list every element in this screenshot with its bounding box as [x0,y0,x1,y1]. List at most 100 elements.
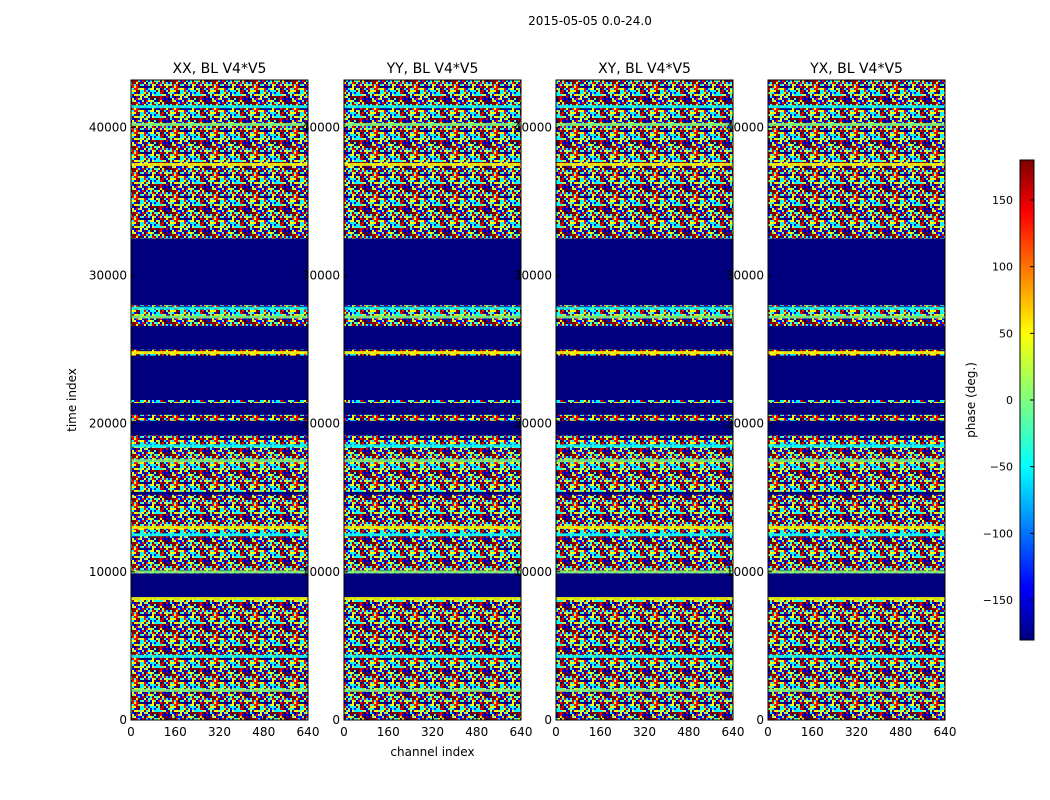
flagged-band [344,402,521,415]
flagged-band [556,402,733,415]
bright-row [768,444,945,448]
bright-row [556,570,733,574]
bright-row [131,533,308,537]
bright-row [768,570,945,574]
y-tick-label: 0 [332,713,340,727]
x-tick-label: 640 [934,725,957,739]
flagged-band [768,325,945,350]
flagged-band [768,573,945,599]
bright-row [556,688,733,692]
y-tick-label: 10000 [302,565,340,579]
bright-row [344,597,521,601]
x-tick-label: 320 [633,725,656,739]
figure-title: 2015-05-05 0.0-24.0 [528,14,652,28]
bright-row [131,315,308,319]
bright-row [768,688,945,692]
flagged-band [131,573,308,599]
flagged-band [344,420,521,436]
bright-row [768,533,945,537]
flagged-band [556,325,733,350]
x-tick-label: 0 [340,725,348,739]
y-tick-label: 0 [756,713,764,727]
y-tick-label: 30000 [514,269,552,283]
x-tick-label: 160 [801,725,824,739]
bright-row [556,597,733,601]
flagged-band [131,402,308,415]
bright-row [556,533,733,537]
x-tick-label: 640 [297,725,320,739]
bright-row [344,654,521,658]
y-tick-label: 20000 [89,417,127,431]
bright-row [131,654,308,658]
subplot-title: XX, BL V4*V5 [173,61,267,77]
x-tick-label: 480 [889,725,912,739]
subplot-title: XY, BL V4*V5 [598,61,691,77]
bright-row [556,306,733,310]
y-tick-label: 10000 [514,565,552,579]
bright-row [344,162,521,166]
colorbar-tick-label: 50 [999,327,1013,340]
y-tick-label: 30000 [89,269,127,283]
subplot-1: YY, BL V4*V5 0 160 320 480 640 0 10000 20000 3000… [302,61,533,759]
colorbar-tick-label: −150 [983,594,1013,607]
bright-row [556,162,733,166]
bright-row [556,351,733,355]
bright-row [768,122,945,126]
subplot-3: YX, BL V4*V5 0 160 320 480 640 0 10000 20000 3000… [726,61,957,739]
bright-row [344,459,521,463]
flagged-band [131,238,308,306]
flagged-band [344,325,521,350]
flagged-band [556,420,733,436]
flagged-band [768,238,945,306]
x-tick-label: 320 [845,725,868,739]
bright-row [768,306,945,310]
x-tick-label: 0 [127,725,135,739]
bright-row [556,122,733,126]
x-tick-label: 480 [677,725,700,739]
flagged-band [344,238,521,306]
flagged-band [768,355,945,400]
colorbar-tick-label: 150 [992,194,1013,207]
bright-row [131,525,308,529]
x-tick-label: 0 [764,725,772,739]
bright-row [131,597,308,601]
bright-row [131,306,308,310]
bright-row [556,525,733,529]
x-tick-label: 160 [589,725,612,739]
y-tick-label: 20000 [726,417,764,431]
subplot-title: YX, BL V4*V5 [809,61,903,77]
bright-row [768,654,945,658]
y-tick-label: 0 [544,713,552,727]
flagged-band [131,420,308,436]
flagged-band [131,325,308,350]
flagged-band [556,355,733,400]
bright-row [344,533,521,537]
bright-row [768,597,945,601]
flagged-band [556,573,733,599]
bright-row [344,525,521,529]
bright-row [556,105,733,109]
x-tick-label: 320 [208,725,231,739]
flagged-band [131,491,308,495]
flagged-band [344,491,521,495]
bright-row [344,306,521,310]
colorbar-tick-label: −50 [990,461,1013,474]
bright-row [131,459,308,463]
x-tick-label: 160 [377,725,400,739]
y-tick-label: 30000 [302,269,340,283]
y-tick-label: 30000 [726,269,764,283]
bright-row [131,570,308,574]
subplot-2: XY, BL V4*V5 0 160 320 480 640 0 10000 20000 3000… [514,61,745,739]
x-tick-label: 640 [722,725,745,739]
bright-row [768,105,945,109]
flagged-band [768,420,945,436]
bright-row [344,688,521,692]
x-tick-label: 480 [252,725,275,739]
flagged-band [556,491,733,495]
bright-row [344,315,521,319]
flagged-band [344,573,521,599]
subplot-0: XX, BL V4*V5 0 160 320 480 640 0 10000 20000 3000… [65,61,319,739]
flagged-band [768,402,945,415]
colorbar-label: phase (deg.) [964,362,978,438]
